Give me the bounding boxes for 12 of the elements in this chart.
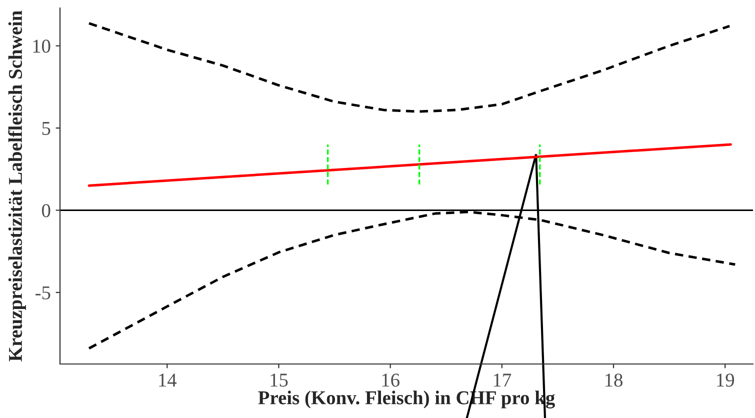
y-tick-label: 10 (33, 40, 50, 53)
x-tick-label: 16 (382, 374, 400, 387)
line-series (88, 22, 731, 113)
x-tick-label: 19 (717, 374, 734, 387)
x-tick-label: 15 (270, 374, 288, 387)
y-tick-label: 5 (42, 122, 50, 135)
x-tick-label: 17 (494, 374, 512, 387)
x-tick-label: 14 (159, 374, 177, 387)
x-tick-label: 18 (605, 374, 622, 387)
y-tick-label: 0 (42, 204, 50, 218)
y-tick-label: -5 (36, 286, 50, 300)
y-axis-title: Kreuzpreiselastizität Labelfleisch Schwein (8, 10, 26, 362)
